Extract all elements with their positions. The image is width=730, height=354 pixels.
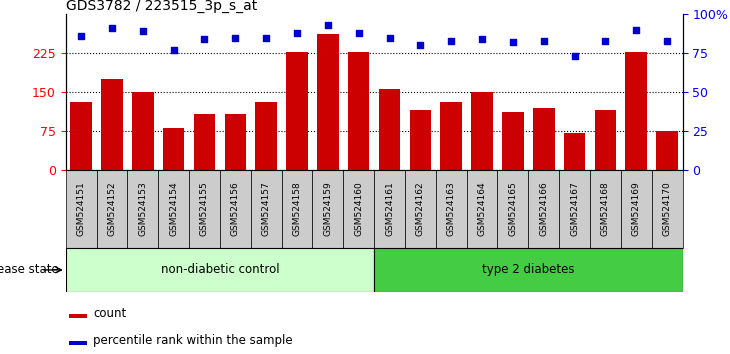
Text: GSM524154: GSM524154 [169,182,178,236]
Bar [101,79,123,170]
Bar [498,170,529,248]
Bar [69,314,87,318]
Point [476,36,488,42]
Bar [472,92,493,170]
Text: GSM524164: GSM524164 [477,182,487,236]
Point [199,36,210,42]
Text: GSM524152: GSM524152 [107,182,117,236]
Point [261,35,272,40]
Text: GSM524160: GSM524160 [354,182,364,236]
Bar [66,248,374,292]
Bar [158,170,189,248]
Bar [620,170,652,248]
Bar [564,132,585,170]
Text: GSM524156: GSM524156 [231,182,240,236]
Text: GSM524153: GSM524153 [138,182,147,236]
Text: GSM524165: GSM524165 [508,182,518,236]
Text: GSM524163: GSM524163 [447,182,456,236]
Bar [374,248,683,292]
Text: GSM524162: GSM524162 [416,182,425,236]
Bar [343,170,374,248]
Bar [529,170,559,248]
Point [291,30,303,36]
Bar [374,170,405,248]
Bar [440,102,462,170]
Bar [502,112,523,170]
Bar [559,170,590,248]
Bar [251,170,282,248]
Text: GSM524168: GSM524168 [601,182,610,236]
Point [229,35,241,40]
Text: GSM524166: GSM524166 [539,182,548,236]
Point [384,35,396,40]
Bar [96,170,128,248]
Bar [70,102,92,170]
Text: type 2 diabetes: type 2 diabetes [482,263,575,276]
Point [661,38,673,44]
Bar [255,102,277,170]
Text: GSM524169: GSM524169 [631,182,641,236]
Bar [626,52,647,170]
Bar [410,110,431,170]
Bar [193,114,215,170]
Text: GSM524167: GSM524167 [570,182,579,236]
Bar [69,341,87,345]
Point [445,38,457,44]
Bar [163,129,185,170]
Bar [189,170,220,248]
Point [322,22,334,28]
Bar [590,170,620,248]
Bar [286,52,308,170]
Point [168,47,180,53]
Bar [379,90,400,170]
Point [569,53,580,59]
Text: GSM524161: GSM524161 [385,182,394,236]
Text: GSM524159: GSM524159 [323,182,332,236]
Text: GSM524170: GSM524170 [663,182,672,236]
Bar [317,34,339,170]
Point [106,25,118,31]
Bar [225,114,246,170]
Bar [466,170,498,248]
Text: non-diabetic control: non-diabetic control [161,263,279,276]
Text: disease state: disease state [0,263,58,276]
Bar [220,170,251,248]
Bar [128,170,158,248]
Bar [282,170,312,248]
Point [353,30,364,36]
Bar [66,170,96,248]
Bar [436,170,466,248]
Point [137,28,149,34]
Point [538,38,550,44]
Bar [348,52,369,170]
Bar [132,92,153,170]
Bar [652,170,683,248]
Text: GSM524157: GSM524157 [261,182,271,236]
Text: percentile rank within the sample: percentile rank within the sample [93,334,293,347]
Text: count: count [93,307,126,320]
Bar [533,108,555,170]
Text: GSM524155: GSM524155 [200,182,209,236]
Point [75,33,87,39]
Bar [405,170,436,248]
Point [599,38,611,44]
Point [507,39,519,45]
Text: GSM524151: GSM524151 [77,182,85,236]
Bar [312,170,343,248]
Text: GDS3782 / 223515_3p_s_at: GDS3782 / 223515_3p_s_at [66,0,257,13]
Text: GSM524158: GSM524158 [293,182,301,236]
Point [631,27,642,33]
Point [415,42,426,48]
Bar [656,131,678,170]
Bar [595,110,616,170]
